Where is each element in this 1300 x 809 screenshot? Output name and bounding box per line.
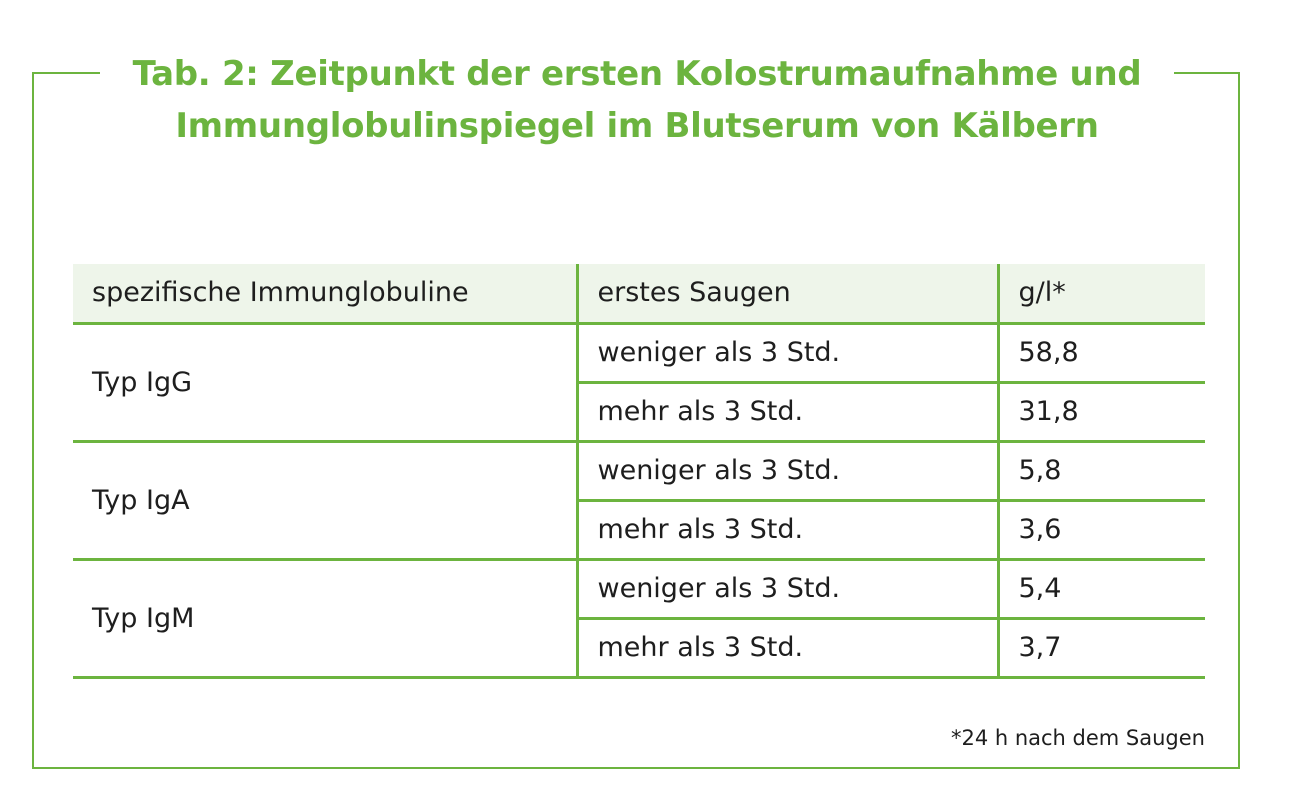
time-cell: weniger als 3 Std.: [575, 559, 998, 620]
value-cell: 58,8: [996, 323, 1205, 384]
table-row: mehr als 3 Std. 3,7: [73, 618, 1205, 679]
title-line-2: Immunglobulinspiegel im Blutserum von Kä…: [175, 106, 1099, 146]
time-cell: mehr als 3 Std.: [575, 382, 998, 443]
header-concentration: g/l*: [996, 264, 1205, 325]
table-row: mehr als 3 Std. 31,8: [73, 382, 1205, 443]
title-line-1: Tab. 2: Zeitpunkt der ersten Kolostrumau…: [132, 54, 1142, 94]
value-cell: 5,4: [996, 559, 1205, 620]
time-cell: weniger als 3 Std.: [575, 441, 998, 502]
value-cell: 31,8: [996, 382, 1205, 443]
value-cell: 3,7: [996, 618, 1205, 679]
table-row: Typ IgA weniger als 3 Std. 5,8: [73, 441, 1205, 561]
time-cell: mehr als 3 Std.: [575, 618, 998, 679]
header-immunoglobulins: spezifische Immunglobuline: [73, 264, 577, 325]
table-row: mehr als 3 Std. 3,6: [73, 500, 1205, 561]
value-cell: 3,6: [996, 500, 1205, 561]
immunoglobulin-table: spezifische Immunglobuline erstes Saugen…: [73, 264, 1205, 679]
table-row: Typ IgM weniger als 3 Std. 5,4: [73, 559, 1205, 679]
table-title: Tab. 2: Zeitpunkt der ersten Kolostrumau…: [100, 48, 1174, 152]
footnote: *24 h nach dem Saugen: [950, 726, 1205, 750]
time-cell: mehr als 3 Std.: [575, 500, 998, 561]
value-cell: 5,8: [996, 441, 1205, 502]
header-row: spezifische Immunglobuline erstes Saugen…: [73, 264, 1205, 325]
type-cell: Typ IgM: [73, 559, 577, 679]
time-cell: weniger als 3 Std.: [575, 323, 998, 384]
header-first-suckling: erstes Saugen: [575, 264, 998, 325]
type-cell: Typ IgA: [73, 441, 577, 561]
table-row: Typ IgG weniger als 3 Std. 58,8: [73, 323, 1205, 443]
type-cell: Typ IgG: [73, 323, 577, 443]
